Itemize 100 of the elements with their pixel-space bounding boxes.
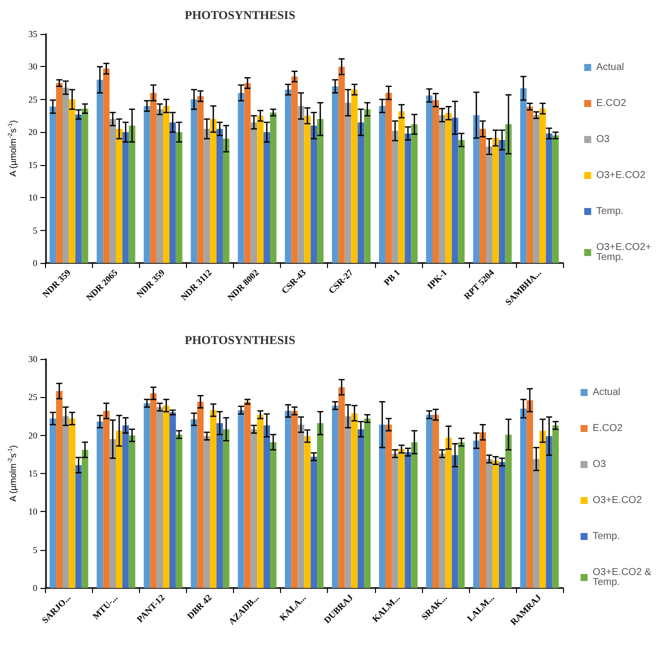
- legend-label: Temp.: [592, 531, 620, 542]
- legend-label: O3+E.CO2: [596, 170, 646, 181]
- y-tick-label: 20: [28, 430, 38, 440]
- bar: [364, 109, 371, 263]
- bar: [75, 465, 82, 588]
- chart-title: PHOTOSYNTHESIS: [184, 8, 296, 22]
- bar: [50, 418, 56, 588]
- bar: [238, 92, 244, 263]
- bar: [398, 449, 405, 588]
- bar: [304, 436, 311, 588]
- bar: [438, 454, 446, 588]
- bar: [358, 429, 364, 588]
- bar: [351, 90, 358, 263]
- bar: [210, 410, 217, 588]
- bar: [520, 88, 527, 263]
- bar: [520, 408, 527, 588]
- bar: [445, 113, 452, 263]
- bar: [103, 68, 110, 263]
- bar: [144, 106, 150, 263]
- bar: [452, 118, 458, 263]
- bar: [338, 66, 345, 263]
- bar: [62, 88, 69, 263]
- bar: [50, 106, 56, 263]
- bar: [505, 434, 512, 588]
- y-tick-label: 10: [28, 506, 38, 517]
- bar: [75, 114, 82, 263]
- legend-label: Actual: [596, 62, 624, 73]
- bar: [486, 146, 492, 263]
- bar: [533, 458, 540, 588]
- bar: [204, 128, 210, 263]
- bar: [56, 391, 62, 588]
- bar: [379, 106, 386, 263]
- bar: [332, 86, 338, 263]
- bar: [480, 128, 486, 263]
- bar: [539, 108, 546, 263]
- y-tick-label: 20: [28, 127, 38, 138]
- bar: [291, 410, 298, 588]
- bar: [156, 407, 164, 588]
- bar: [216, 128, 223, 263]
- bar: [426, 96, 432, 263]
- bar: [244, 83, 251, 263]
- bar: [116, 128, 122, 263]
- legend-label: E.CO2: [596, 98, 627, 109]
- bar: [505, 124, 512, 263]
- chart-title: PHOTOSYNTHESIS: [184, 333, 296, 347]
- y-tick-label: 5: [32, 544, 38, 555]
- bar: [317, 119, 324, 263]
- legend-label: Temp.: [596, 206, 624, 217]
- bar: [270, 442, 276, 588]
- bar: [264, 132, 270, 263]
- bar: [96, 422, 104, 588]
- bar: [526, 400, 534, 588]
- legend-label: O3+E.CO2 & Temp.: [592, 567, 654, 588]
- y-tick-label: 25: [28, 392, 38, 402]
- bar: [244, 402, 251, 588]
- bar: [379, 424, 386, 588]
- bar: [473, 115, 480, 263]
- bar: [169, 412, 176, 588]
- bar: [222, 138, 230, 263]
- bar: [392, 454, 398, 588]
- y-tick-label: 30: [28, 62, 38, 72]
- bar: [317, 423, 324, 588]
- bar: [110, 119, 116, 263]
- legend-label: O3+E.CO2+ Temp.: [596, 242, 654, 263]
- bar: [144, 403, 150, 588]
- bar: [150, 393, 157, 588]
- bar: [68, 418, 76, 588]
- bar: [176, 132, 182, 263]
- bar: [432, 100, 439, 263]
- bar: [546, 436, 552, 588]
- y-tick-label: 5: [32, 225, 38, 236]
- y-tick-label: 15: [28, 160, 38, 170]
- bar: [264, 425, 270, 588]
- bar: [103, 410, 110, 588]
- bar: [210, 119, 217, 263]
- bar: [432, 414, 439, 588]
- bar: [552, 425, 559, 588]
- bar: [291, 76, 298, 263]
- bar: [411, 124, 418, 263]
- bar: [284, 90, 292, 263]
- bar: [310, 126, 318, 263]
- bar: [116, 430, 122, 588]
- bar: [492, 138, 499, 263]
- bar: [250, 429, 258, 588]
- legend-label: O3+E.CO2: [592, 495, 642, 506]
- bar: [176, 434, 182, 588]
- bar: [452, 455, 458, 588]
- bar: [546, 133, 552, 263]
- bar: [257, 116, 264, 263]
- bar: [190, 99, 198, 263]
- bar: [150, 92, 157, 263]
- bar: [163, 406, 170, 588]
- y-tick-label: 25: [28, 94, 38, 104]
- bar: [238, 410, 244, 588]
- bar: [298, 424, 304, 588]
- bar: [122, 425, 129, 588]
- bar: [128, 435, 136, 588]
- legend-label: E.CO2: [592, 423, 624, 434]
- bar: [358, 122, 364, 263]
- bar: [351, 413, 358, 588]
